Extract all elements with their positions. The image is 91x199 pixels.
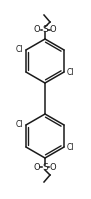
Text: S: S xyxy=(42,163,48,172)
Text: Cl: Cl xyxy=(67,67,75,76)
Text: S: S xyxy=(42,25,48,34)
Text: Cl: Cl xyxy=(67,142,75,151)
Text: O: O xyxy=(34,163,40,172)
Text: O: O xyxy=(34,25,40,34)
Text: O: O xyxy=(50,25,56,34)
Text: Cl: Cl xyxy=(15,45,23,54)
Text: Cl: Cl xyxy=(15,120,23,129)
Text: O: O xyxy=(50,163,56,172)
